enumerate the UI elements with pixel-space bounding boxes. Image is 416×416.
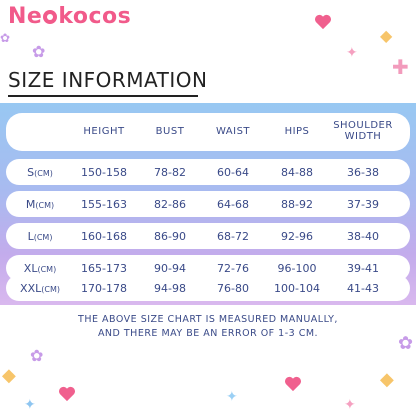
- header-shoulder-width: SHOULDER WIDTH: [326, 120, 400, 142]
- star-icon: ✦: [226, 389, 238, 405]
- star-icon: ✦: [24, 397, 36, 413]
- header-waist: WAIST: [215, 126, 251, 137]
- table-row: M(CM) 155-163 82-86 64-68 88-92 37-39: [6, 191, 410, 217]
- cell-shoulder: 41-43: [347, 282, 379, 295]
- cell-height: 155-163: [81, 198, 127, 211]
- size-label: XXL(CM): [20, 282, 60, 295]
- cell-hips: 100-104: [274, 282, 320, 295]
- brand-logo: Ne kocos: [8, 4, 131, 29]
- heart-icon: [285, 376, 301, 392]
- note-line-1: THE ABOVE SIZE CHART IS MEASURED MANUALL…: [78, 314, 338, 325]
- cell-bust: 94-98: [154, 282, 186, 295]
- sparkle-icon: ◆: [380, 369, 394, 390]
- cell-height: 150-158: [81, 166, 127, 179]
- header-bust: BUST: [155, 126, 185, 137]
- size-label: L(CM): [27, 230, 53, 243]
- cell-shoulder: 37-39: [347, 198, 379, 211]
- cell-waist: 60-64: [217, 166, 249, 179]
- header-shoulder-line1: SHOULDER: [333, 120, 393, 131]
- cell-waist: 72-76: [217, 262, 249, 275]
- cell-waist: 64-68: [217, 198, 249, 211]
- cell-hips: 88-92: [281, 198, 313, 211]
- cell-bust: 78-82: [154, 166, 186, 179]
- table-row: S(CM) 150-158 78-82 60-64 84-88 36-38: [6, 159, 410, 185]
- sparkle-icon: ◆: [380, 26, 393, 45]
- cell-height: 160-168: [81, 230, 127, 243]
- flower-icon: ✿: [398, 333, 414, 354]
- cell-shoulder: 39-41: [347, 262, 379, 275]
- flower-icon: ✿: [30, 346, 44, 365]
- cell-waist: 68-72: [217, 230, 249, 243]
- heart-icon: [59, 386, 75, 402]
- brand-name-prefix: Ne: [8, 4, 43, 29]
- header-height: HEIGHT: [83, 126, 125, 137]
- header-shoulder-line2: WIDTH: [344, 131, 382, 142]
- size-label: XL(CM): [23, 262, 57, 275]
- paw-icon: [43, 10, 58, 24]
- cell-hips: 96-100: [277, 262, 317, 275]
- cell-hips: 84-88: [281, 166, 313, 179]
- cell-bust: 82-86: [154, 198, 186, 211]
- size-table: HEIGHT BUST WAIST HIPS SHOULDER WIDTH S(…: [0, 103, 416, 305]
- flower-icon: ✿: [0, 31, 11, 45]
- table-row: XXL(CM) 170-178 94-98 76-80 100-104 41-4…: [6, 275, 410, 301]
- flower-icon: ✿: [32, 42, 46, 61]
- header-hips: HIPS: [284, 126, 310, 137]
- star-icon: ✦: [346, 45, 358, 61]
- page-title: SIZE INFORMATION: [8, 68, 208, 92]
- sparkle-icon: ◆: [2, 365, 16, 386]
- brand-name-suffix: kocos: [58, 4, 132, 29]
- size-label: S(CM): [27, 166, 53, 179]
- title-underline: [8, 95, 198, 97]
- cell-shoulder: 36-38: [347, 166, 379, 179]
- table-header-row: HEIGHT BUST WAIST HIPS SHOULDER WIDTH: [6, 113, 410, 151]
- note-line-2: AND THERE MAY BE AN ERROR OF 1-3 CM.: [97, 328, 319, 339]
- cell-height: 165-173: [81, 262, 127, 275]
- star-icon: ✦: [344, 397, 356, 413]
- cell-hips: 92-96: [281, 230, 313, 243]
- cell-bust: 90-94: [154, 262, 186, 275]
- cell-bust: 86-90: [154, 230, 186, 243]
- heart-icon: [315, 14, 331, 30]
- cell-shoulder: 38-40: [347, 230, 379, 243]
- table-row: L(CM) 160-168 86-90 68-72 92-96 38-40: [6, 223, 410, 249]
- cell-waist: 76-80: [217, 282, 249, 295]
- cell-height: 170-178: [81, 282, 127, 295]
- plus-star-icon: ✚: [392, 55, 409, 79]
- size-label: M(CM): [25, 198, 55, 211]
